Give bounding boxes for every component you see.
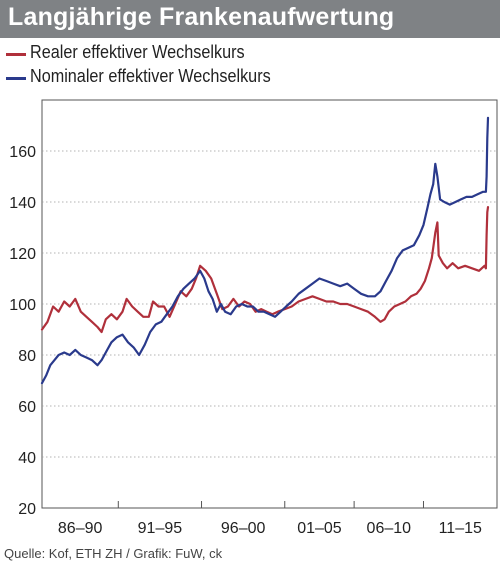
x-tick-label-91–95: 91–95 <box>138 520 183 537</box>
y-tick-label-120: 120 <box>9 246 36 263</box>
x-tick-label-06–10: 06–10 <box>367 520 412 537</box>
x-tick-label-01–05: 01–05 <box>297 520 342 537</box>
y-tick-label-80: 80 <box>18 348 36 365</box>
legend-label-nominal: Nominaler effektiver Wechselkurs <box>30 66 271 86</box>
legend-label-real: Realer effektiver Wechselkurs <box>30 42 245 62</box>
source-note: Quelle: Kof, ETH ZH / Grafik: FuW, ck <box>4 546 223 561</box>
series-line-nominal <box>40 116 490 385</box>
legend-swatch-real <box>6 53 26 56</box>
chart-title: Langjährige Frankenaufwertung <box>8 3 395 31</box>
y-tick-label-100: 100 <box>9 297 36 314</box>
line-chart: 20 40 60 80 100 120 140 160 86–90 91–95 96–00 01–0… <box>9 99 498 537</box>
plot-area <box>41 99 498 509</box>
x-tick-label-96–00: 96–00 <box>221 520 266 537</box>
y-tick-label-20: 20 <box>18 501 36 518</box>
legend-swatch-nominal <box>6 77 26 80</box>
x-tick-label-11–15: 11–15 <box>439 520 482 537</box>
y-tick-label-60: 60 <box>18 399 36 416</box>
x-axis: 86–90 91–95 96–00 01–05 06–10 11–15 <box>58 501 482 537</box>
x-tick-label-86–90: 86–90 <box>58 520 103 537</box>
y-tick-label-160: 160 <box>9 144 36 161</box>
y-tick-label-40: 40 <box>18 450 36 467</box>
y-axis-ticks: 20 40 60 80 100 120 140 160 <box>9 144 36 518</box>
y-tick-label-140: 140 <box>9 195 36 212</box>
series-lines <box>40 116 490 385</box>
series-line-real <box>40 206 490 334</box>
title-bar: Langjährige Frankenaufwertung <box>0 0 500 38</box>
